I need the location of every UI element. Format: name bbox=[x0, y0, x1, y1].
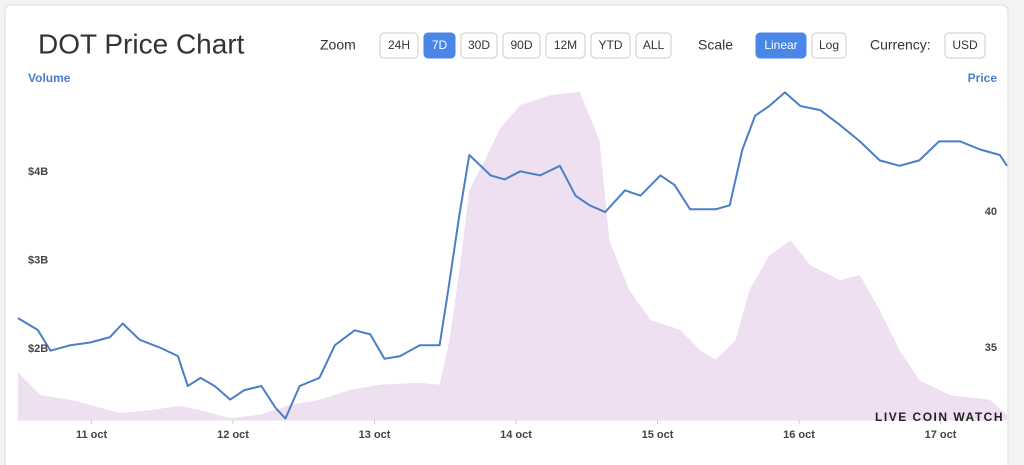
control-button-label: ALL bbox=[643, 38, 665, 52]
control-button[interactable] bbox=[379, 32, 419, 59]
axis-title: Volume bbox=[28, 71, 71, 85]
control-button-label: 24H bbox=[388, 38, 410, 52]
control-button[interactable] bbox=[502, 32, 541, 59]
control-button-label: Linear bbox=[764, 38, 797, 52]
control-button-label: YTD bbox=[599, 38, 623, 52]
control-button-label: USD bbox=[952, 38, 978, 52]
y-tick-label: $2B bbox=[28, 343, 48, 355]
control-label: Currency: bbox=[870, 37, 931, 53]
control-button[interactable] bbox=[423, 32, 456, 59]
x-tick-label: 15 oct bbox=[642, 429, 674, 441]
volume-area bbox=[18, 91, 1007, 421]
control-button-label: 7D bbox=[432, 38, 448, 52]
control-button-label: 30D bbox=[468, 38, 490, 52]
control-button-label: 90D bbox=[510, 38, 532, 52]
chart-title: DOT Price Chart bbox=[38, 28, 245, 59]
x-tick-label: 14 oct bbox=[500, 429, 532, 441]
x-tick-label: 11 oct bbox=[76, 429, 108, 441]
x-tick-label: 17 oct bbox=[925, 429, 957, 441]
control-button[interactable] bbox=[590, 32, 631, 59]
control-button[interactable] bbox=[811, 32, 847, 59]
control-button-label: 12M bbox=[554, 38, 577, 52]
control-button[interactable] bbox=[635, 32, 672, 59]
y-tick-label: $3B bbox=[28, 255, 48, 267]
plot-area bbox=[17, 91, 1008, 421]
x-tick-label: 13 oct bbox=[359, 429, 391, 441]
watermark: LIVE COIN WATCH bbox=[875, 410, 1004, 424]
control-button[interactable] bbox=[545, 32, 586, 59]
x-tick-label: 16 oct bbox=[783, 429, 815, 441]
control-label: Zoom bbox=[320, 37, 356, 53]
axis-title: Price bbox=[968, 71, 998, 85]
control-button-label: Log bbox=[819, 38, 839, 52]
y2-tick-label: 35 bbox=[985, 342, 997, 354]
x-tick-label: 12 oct bbox=[217, 429, 249, 441]
control-button[interactable] bbox=[460, 32, 498, 59]
price-line bbox=[17, 91, 1008, 420]
y2-tick-label: 40 bbox=[985, 206, 997, 218]
control-button[interactable] bbox=[755, 32, 807, 59]
control-label: Scale bbox=[698, 37, 733, 53]
y-tick-label: $4B bbox=[28, 166, 48, 178]
control-button[interactable] bbox=[944, 32, 986, 59]
